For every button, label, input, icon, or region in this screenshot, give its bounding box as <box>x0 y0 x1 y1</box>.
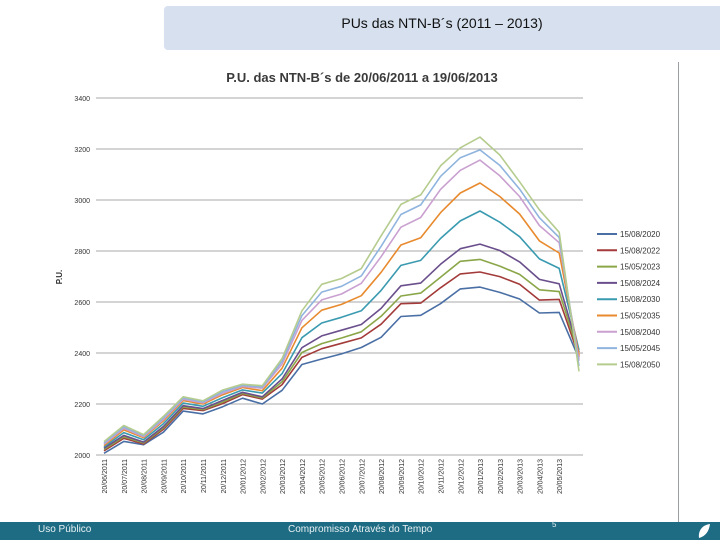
x-tick-label: 20/04/2013 <box>537 459 544 494</box>
x-tick-labels: 20/06/2011 20/07/2011 20/08/2011 20/09/2011… <box>102 459 564 494</box>
x-tick-label: 20/06/2012 <box>340 459 347 494</box>
leaf-logo-icon <box>698 524 710 538</box>
series-lines <box>103 136 580 454</box>
series-line <box>103 271 580 452</box>
page-number: 5 <box>552 520 557 529</box>
series-line <box>103 258 580 451</box>
x-tick-label: 20/03/2012 <box>280 459 287 494</box>
series-line <box>103 243 580 449</box>
line-chart: P.U. das NTN-B´s de 20/06/2011 a 19/06/2… <box>55 70 661 494</box>
x-tick-label: 20/02/2012 <box>260 459 267 494</box>
slide-title: PUs das NTN-B´s (2011 – 2013) <box>341 15 543 31</box>
x-tick-label: 20/05/2013 <box>557 459 564 494</box>
series-line <box>103 210 580 448</box>
legend-label: 15/08/2024 <box>620 279 661 288</box>
x-tick-label: 20/07/2012 <box>359 459 366 494</box>
right-divider <box>678 62 679 522</box>
x-tick-label: 20/12/2012 <box>458 459 465 494</box>
series-line <box>103 136 580 443</box>
series-line <box>103 286 580 454</box>
gridlines <box>96 97 583 456</box>
y-tick-label: 2000 <box>74 453 90 460</box>
y-tick-label: 3000 <box>74 198 90 205</box>
x-tick-label: 20/12/2011 <box>221 459 228 494</box>
y-tick-label: 2800 <box>74 249 90 256</box>
x-tick-label: 20/08/2012 <box>379 459 386 494</box>
x-tick-label: 20/05/2012 <box>320 459 327 494</box>
legend-label: 15/08/2020 <box>620 230 661 239</box>
y-tick-labels: 2000 2200 2400 2600 2800 3000 3200 3400 <box>74 96 90 460</box>
y-tick-label: 2200 <box>74 402 90 409</box>
legend-label: 15/05/2035 <box>620 312 661 321</box>
legend-label: 15/08/2040 <box>620 328 661 337</box>
footer-classification: Uso Público <box>38 524 92 535</box>
x-tick-label: 20/10/2011 <box>181 459 188 494</box>
x-tick-label: 20/07/2011 <box>122 459 129 494</box>
x-tick-label: 20/10/2012 <box>419 459 426 494</box>
series-line <box>103 149 580 444</box>
x-tick-label: 20/06/2011 <box>102 459 109 494</box>
legend: 15/08/2020 15/08/2022 15/05/2023 15/08/2024… <box>597 230 661 369</box>
y-tick-label: 3400 <box>74 96 90 103</box>
series-line <box>103 159 580 445</box>
legend-label: 15/05/2023 <box>620 263 661 272</box>
x-tick-label: 20/11/2012 <box>438 459 445 494</box>
x-tick-label: 20/11/2011 <box>201 459 208 493</box>
x-tick-label: 20/09/2012 <box>399 459 406 494</box>
x-tick-label: 20/03/2013 <box>518 459 525 494</box>
x-tick-label: 20/04/2012 <box>300 459 307 494</box>
footer-bar: Uso Público Compromisso Através do Tempo… <box>0 520 720 540</box>
chart-title: P.U. das NTN-B´s de 20/06/2011 a 19/06/2… <box>226 70 497 85</box>
header-bar <box>164 6 720 50</box>
x-tick-label: 20/01/2013 <box>478 459 485 494</box>
y-tick-label: 2400 <box>74 351 90 358</box>
x-tick-label: 20/09/2011 <box>161 459 168 494</box>
x-tick-label: 20/08/2011 <box>142 459 149 494</box>
legend-label: 15/08/2022 <box>620 246 661 255</box>
y-tick-label: 2600 <box>74 300 90 307</box>
legend-label: 15/08/2050 <box>620 360 661 369</box>
y-axis-label: P.U. <box>55 270 64 285</box>
series-line <box>103 182 580 447</box>
x-tick-label: 20/02/2013 <box>498 459 505 494</box>
y-tick-label: 3200 <box>74 147 90 154</box>
footer-slogan: Compromisso Através do Tempo <box>288 524 433 535</box>
x-tick-label: 20/01/2012 <box>241 459 248 494</box>
legend-label: 15/05/2045 <box>620 344 661 353</box>
legend-label: 15/08/2030 <box>620 295 661 304</box>
